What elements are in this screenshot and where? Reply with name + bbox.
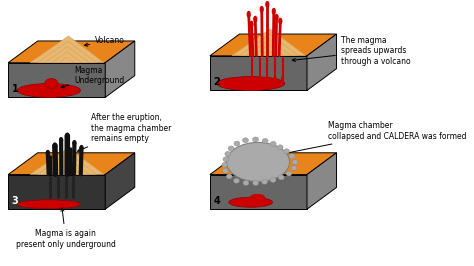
Ellipse shape: [79, 145, 83, 151]
Polygon shape: [210, 174, 307, 209]
Polygon shape: [254, 45, 283, 56]
Ellipse shape: [73, 140, 76, 146]
Ellipse shape: [270, 177, 276, 182]
Ellipse shape: [228, 146, 234, 151]
Ellipse shape: [18, 200, 81, 209]
Ellipse shape: [243, 138, 248, 143]
Ellipse shape: [292, 160, 298, 164]
Polygon shape: [210, 153, 337, 174]
Polygon shape: [307, 153, 337, 209]
Ellipse shape: [18, 84, 81, 97]
Ellipse shape: [283, 149, 290, 154]
Ellipse shape: [273, 76, 277, 81]
Polygon shape: [210, 56, 307, 90]
Ellipse shape: [265, 1, 269, 8]
Polygon shape: [8, 63, 105, 97]
Ellipse shape: [222, 168, 228, 173]
Ellipse shape: [65, 132, 70, 139]
Ellipse shape: [262, 179, 268, 184]
Ellipse shape: [225, 151, 231, 156]
Text: After the eruption,
the magma chamber
remains empty: After the eruption, the magma chamber re…: [78, 113, 171, 151]
Ellipse shape: [272, 8, 276, 15]
Ellipse shape: [249, 21, 254, 28]
Ellipse shape: [246, 11, 251, 18]
Polygon shape: [45, 47, 89, 63]
Ellipse shape: [253, 181, 259, 185]
Polygon shape: [37, 41, 97, 63]
Text: 4: 4: [213, 196, 220, 206]
Ellipse shape: [260, 6, 264, 13]
Ellipse shape: [274, 14, 279, 21]
Ellipse shape: [277, 145, 283, 150]
Ellipse shape: [258, 76, 261, 81]
Ellipse shape: [289, 154, 295, 159]
Ellipse shape: [217, 77, 285, 90]
Ellipse shape: [292, 160, 298, 164]
Polygon shape: [210, 34, 337, 56]
Text: Magma
Underground: Magma Underground: [61, 66, 125, 88]
Ellipse shape: [262, 139, 268, 143]
Text: Magma is again
present only underground: Magma is again present only underground: [16, 208, 116, 249]
Text: 2: 2: [213, 77, 220, 88]
Polygon shape: [52, 52, 82, 63]
Polygon shape: [261, 50, 276, 56]
Polygon shape: [105, 153, 135, 209]
Ellipse shape: [49, 155, 52, 160]
Ellipse shape: [253, 137, 258, 142]
Text: 3: 3: [11, 196, 18, 206]
Polygon shape: [8, 153, 135, 174]
Ellipse shape: [227, 142, 290, 182]
Ellipse shape: [59, 137, 63, 143]
Polygon shape: [30, 148, 104, 174]
Ellipse shape: [222, 162, 228, 167]
Ellipse shape: [69, 147, 73, 152]
Polygon shape: [246, 40, 291, 56]
Polygon shape: [60, 57, 74, 63]
Text: Volcanic explosion: Volcanic explosion: [0, 265, 1, 266]
Ellipse shape: [226, 174, 232, 179]
Ellipse shape: [53, 142, 57, 149]
Ellipse shape: [45, 78, 58, 89]
Ellipse shape: [234, 141, 240, 146]
Ellipse shape: [46, 150, 50, 156]
Polygon shape: [232, 29, 306, 56]
Ellipse shape: [234, 178, 239, 183]
Polygon shape: [37, 153, 97, 174]
Ellipse shape: [286, 171, 292, 176]
Ellipse shape: [229, 197, 273, 207]
Ellipse shape: [270, 141, 276, 146]
Polygon shape: [8, 41, 135, 63]
Text: Volcano: Volcano: [84, 36, 125, 46]
Ellipse shape: [278, 18, 283, 25]
Polygon shape: [60, 169, 74, 174]
Ellipse shape: [253, 16, 257, 23]
Ellipse shape: [223, 157, 229, 162]
Text: 1: 1: [11, 84, 18, 94]
Ellipse shape: [243, 180, 249, 185]
Polygon shape: [307, 34, 337, 90]
Text: Magma chamber
collapsed and CALDERA was formed: Magma chamber collapsed and CALDERA was …: [270, 121, 466, 157]
Polygon shape: [8, 174, 105, 209]
Ellipse shape: [281, 76, 284, 81]
Ellipse shape: [250, 76, 254, 81]
Polygon shape: [52, 164, 82, 174]
Ellipse shape: [278, 175, 284, 180]
Ellipse shape: [291, 166, 297, 171]
Polygon shape: [30, 36, 104, 63]
Polygon shape: [105, 41, 135, 97]
Polygon shape: [239, 34, 298, 56]
Polygon shape: [45, 159, 89, 174]
Ellipse shape: [265, 76, 269, 81]
Text: The magma
spreads upwards
through a volcano: The magma spreads upwards through a volc…: [292, 36, 410, 66]
Ellipse shape: [250, 194, 265, 201]
